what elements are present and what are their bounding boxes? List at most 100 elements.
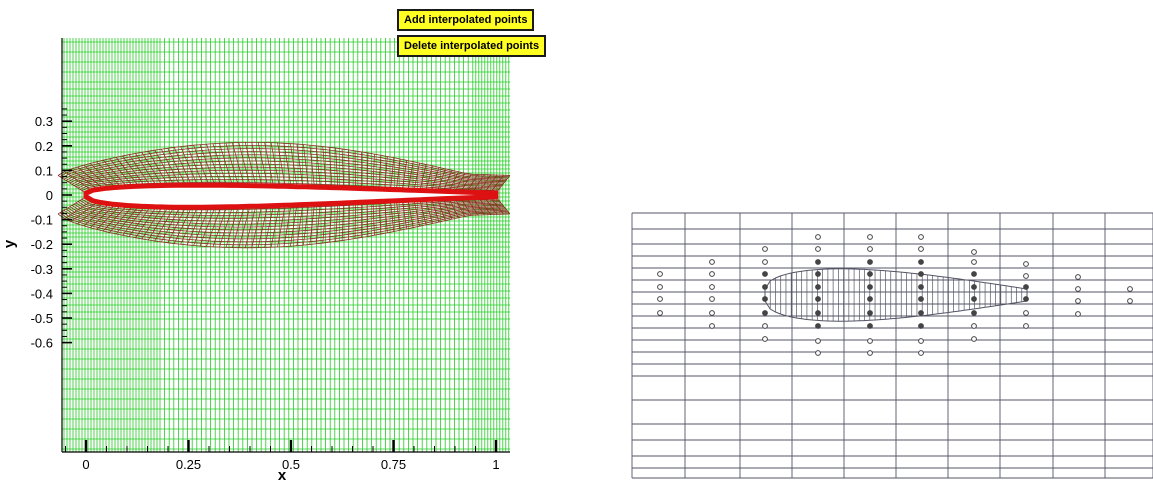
add-interpolated-points-button[interactable]: Add interpolated points [397,9,535,31]
body-grid-ray [109,205,134,233]
body-grid-ray [70,201,98,222]
body-grid-ray [277,142,286,187]
body-grid-ray [225,206,239,248]
delete-interpolated-points-button[interactable]: Delete interpolated points [397,35,547,57]
filled-grid-point [971,310,977,316]
body-grid-ray [199,144,216,186]
y-tick-label: 0.2 [35,139,53,154]
y-tick-label: -0.5 [31,311,53,326]
body-grid-ray [90,204,116,228]
hollow-grid-point [867,338,873,344]
y-axis-label: y [1,239,18,248]
body-grid-ray [335,148,339,188]
body-grid-ray [135,153,157,186]
plot-area [62,38,510,452]
body-grid-line [57,213,511,249]
hollow-grid-point [1127,286,1133,292]
body-grid-ray [378,201,382,235]
filled-grid-point [971,271,977,277]
hollow-grid-point [918,350,924,356]
hollow-grid-point [762,259,768,265]
hollow-grid-point [1075,311,1081,317]
filled-grid-point [762,310,768,316]
body-grid-ray [257,142,268,187]
hollow-grid-point [1023,310,1029,316]
y-tick-label: 0.3 [35,114,53,129]
body-grid-ray [328,147,333,188]
body-grid-ray [251,205,263,248]
body-grid-ray [251,142,263,186]
x-tick-label: 0 [82,457,89,472]
body-grid-ray [212,206,227,247]
body-grid-ray [448,171,459,192]
body-grid-ray [366,201,369,237]
body-grid-ray [454,173,466,192]
body-grid-ray [495,196,511,215]
left-mesh-plot: 0.3 0.2 0.1 0 -0.1 -0.2 -0.3 -0.4 -0.5 -0.6 0 0.25… [1,38,511,484]
body-grid-ray [206,144,222,186]
body-grid-ray [322,146,327,188]
hollow-grid-point [918,246,924,252]
filled-grid-point [762,271,768,277]
body-grid-ray [315,145,321,188]
hollow-grid-point [1023,273,1029,279]
body-grid-ray [466,174,479,193]
body-grid-ray [57,196,87,215]
hollow-grid-point [709,259,715,265]
body-grid-ray [64,171,93,191]
body-grid-ray [431,167,440,192]
hollow-grid-point [657,284,663,290]
body-grid-ray [431,199,440,223]
body-grid-ray [401,160,408,190]
body-grid-ray [341,148,345,188]
body-grid-ray [193,145,210,186]
body-grid-ray [141,206,163,240]
x-tick-label: 0.5 [282,457,300,472]
x-tick-label: 0.25 [176,457,201,472]
body-grid-ray [264,142,274,187]
body-grid-ray [83,203,110,227]
filled-grid-point [1023,296,1029,302]
body-grid-ray [180,207,198,245]
body-grid-ray [495,175,511,194]
body-grid-ray [460,197,472,216]
filled-grid-point [918,310,924,316]
hollow-grid-point [1023,323,1029,329]
body-grid-ray [466,197,479,216]
body-grid-ray [70,168,98,190]
body-grid-ray [419,199,427,225]
x-tick-label: 1 [492,457,499,472]
body-grid-ray [219,143,233,186]
filled-grid-point [815,259,821,265]
y-tick-label: -0.2 [31,237,53,252]
body-grid-ray [102,160,128,187]
body-grid-ray [264,205,274,248]
body-grid-ray [489,175,504,194]
body-grid-ray [407,161,414,191]
hollow-grid-point [709,323,715,329]
hollow-grid-point [762,246,768,252]
body-grid-ray [290,143,298,187]
filled-grid-point [815,310,821,316]
body-grid-ray [199,206,216,247]
body-grid-ray [454,198,466,217]
filled-grid-point [867,323,873,329]
hollow-grid-point [1075,298,1081,304]
body-grid-ray [425,199,433,224]
body-grid-ray [122,206,145,236]
hollow-grid-point [815,246,821,252]
hollow-grid-point [657,271,663,277]
filled-grid-point [867,310,873,316]
body-grid-ray [244,206,257,248]
body-grid-ray [238,206,251,248]
body-grid-ray [102,205,128,232]
body-grid-ray [96,204,122,230]
body-grid-ray [186,207,204,246]
body-grid-ray [309,204,315,245]
right-mesh-diagram [631,212,1153,479]
body-grid-ray [303,144,309,187]
body-grid-ray [135,206,157,238]
body-grid-ray [366,152,369,189]
y-tick-label: -0.4 [31,286,53,301]
body-grid-ray [257,205,268,248]
